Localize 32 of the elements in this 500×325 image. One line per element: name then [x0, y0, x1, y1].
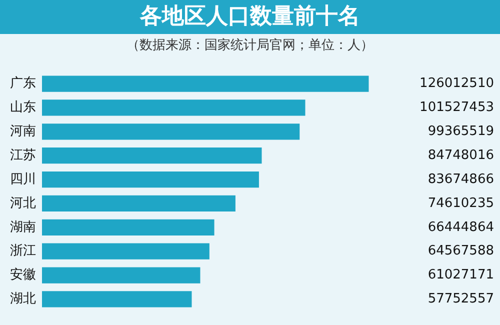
- bar: [42, 124, 300, 140]
- y-tick-label: 河南: [10, 124, 36, 140]
- bar: [42, 148, 262, 164]
- data-label: 66444864: [428, 220, 494, 235]
- data-label: 99365519: [428, 124, 494, 140]
- bar: [42, 100, 306, 116]
- chart-title: 各地区人口数量前十名: [0, 0, 500, 34]
- bar: [42, 171, 259, 188]
- data-label: 64567588: [428, 244, 494, 259]
- y-tick-label: 四川: [10, 172, 36, 187]
- data-label: 84748016: [428, 148, 494, 163]
- bar: [42, 76, 369, 92]
- data-label: 101527453: [420, 100, 494, 116]
- chart-subtitle: （数据来源：国家统计局官网；单位：人）: [126, 37, 374, 55]
- data-label: 61027171: [428, 268, 494, 283]
- y-tick-label: 安徽: [10, 266, 36, 283]
- y-tick-label: 湖南: [10, 220, 36, 235]
- y-tick-label: 江苏: [10, 148, 36, 163]
- data-label: 74610235: [428, 196, 494, 211]
- y-tick-label: 湖北: [10, 292, 36, 307]
- bar: [42, 195, 236, 212]
- data-label: 83674866: [428, 172, 494, 187]
- y-tick-label: 山东: [10, 100, 36, 116]
- y-tick-label: 浙江: [10, 244, 36, 259]
- bar: [42, 219, 214, 236]
- y-tick-label: 广东: [10, 76, 36, 92]
- bar: [42, 291, 192, 308]
- y-tick-label: 河北: [10, 196, 36, 211]
- data-label: 57752557: [428, 292, 494, 307]
- bar: [42, 267, 200, 284]
- bar: [42, 243, 210, 260]
- data-label: 126012510: [420, 76, 494, 92]
